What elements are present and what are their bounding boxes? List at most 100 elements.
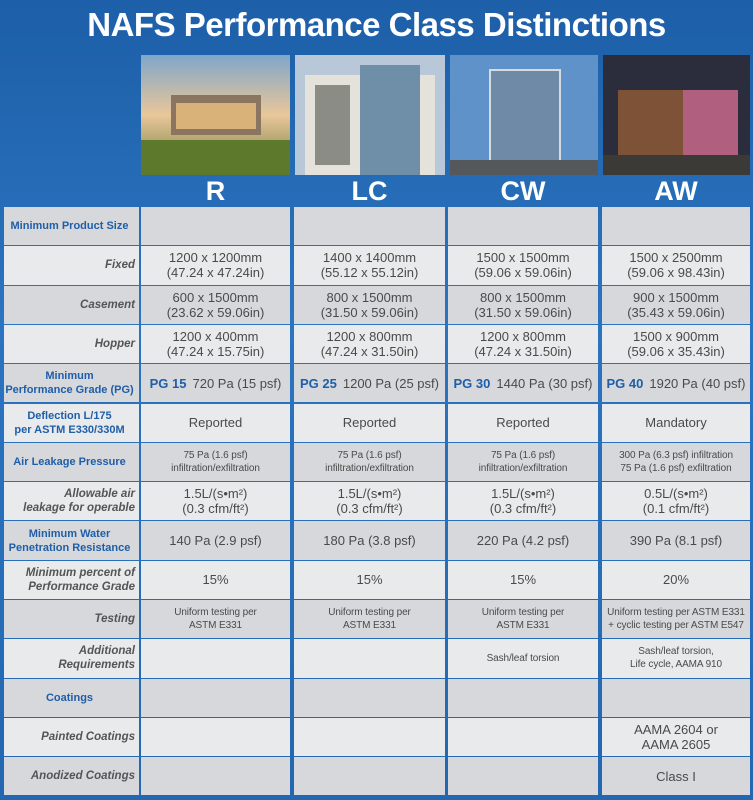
grade: PG 40 [606, 375, 644, 391]
table-cell: 1200 x 800mm (47.24 x 31.50in) [294, 324, 445, 364]
cell-line: AAMA 2604 or [634, 722, 718, 738]
table-cell: 220 Pa (4.2 psf) [448, 521, 598, 560]
cell-line: 1.5L/(s•m²) [491, 486, 555, 502]
label-line: leakage for operable [23, 502, 135, 515]
cell-line: (31.50 x 59.06in) [474, 304, 572, 320]
table-cell: Mandatory [602, 403, 750, 442]
table-cell: 900 x 1500mm (35.43 x 59.06in) [602, 285, 750, 324]
photo-architectural-window [603, 55, 750, 175]
cell-line: 1200 x 800mm [326, 329, 413, 345]
table-cell: Uniform testing per ASTM E331 [448, 600, 598, 639]
cell-line: 800 x 1500mm [480, 289, 566, 305]
cell-line: Sash/leaf torsion [486, 652, 560, 664]
table-cell [602, 207, 750, 246]
label-line: Minimum Water [28, 527, 111, 540]
row-label: Painted Coatings [4, 717, 139, 757]
table-cell [294, 757, 445, 796]
row-label: Air Leakage Pressure [4, 442, 139, 482]
table-cell: Uniform testing per ASTM E331 [294, 600, 445, 639]
cell-line: 900 x 1500mm [633, 289, 719, 305]
label-line: Deflection L/175 [27, 409, 112, 422]
cell-line: (47.24 x 31.50in) [474, 344, 572, 360]
table-cell: 300 Pa (6.3 psf) infiltration 75 Pa (1.6 … [602, 442, 750, 482]
label-line: Additional [78, 645, 135, 658]
grade-value: 1200 Pa (25 psf) [342, 375, 439, 391]
cell-line: Uniform testing per [174, 607, 257, 619]
table-cell: 1.5L/(s•m²) (0.3 cfm/ft²) [141, 482, 290, 521]
row-label: Additional Requirements [4, 639, 139, 678]
table-cell: PG 40 1920 Pa (40 psf) [602, 364, 750, 403]
table-cell: Sash/leaf torsion, Life cycle, AAMA 910 [602, 639, 750, 678]
photo-residential [141, 55, 290, 175]
cell-line: 600 x 1500mm [172, 289, 259, 305]
table-cell [448, 678, 598, 717]
cell-line: (23.62 x 59.06in) [166, 304, 265, 320]
table-cell: 1200 x 400mm (47.24 x 15.75in) [141, 324, 290, 364]
table-cell: 75 Pa (1.6 psf) infiltration/exfiltration [448, 442, 598, 482]
table-cell: 15% [141, 560, 290, 599]
cell-line: 75 Pa (1.6 psf) [337, 449, 402, 461]
table-cell: 390 Pa (8.1 psf) [602, 521, 750, 560]
grade: PG 25 [300, 375, 337, 391]
table-cell: PG 15 720 Pa (15 psf) [141, 364, 290, 403]
cell-line: (0.3 cfm/ft²) [336, 501, 403, 517]
cell-line: 1500 x 2500mm [629, 250, 723, 266]
row-label: Deflection L/175 per ASTM E330/330M [4, 403, 139, 442]
cell-line: Uniform testing per ASTM E331 [607, 607, 745, 619]
cell-line: Uniform testing per [328, 607, 411, 619]
cell-line: Class I [656, 768, 696, 784]
cell-line: (59.06 x 98.43in) [627, 265, 725, 281]
cell-line: 15% [202, 572, 229, 588]
row-label: Minimum Performance Grade (PG) [4, 364, 139, 403]
row-label: Minimum percent of Performance Grade [4, 560, 139, 599]
table-cell [294, 207, 445, 246]
table-cell [141, 639, 290, 678]
table-cell [448, 207, 598, 246]
table-cell: 180 Pa (3.8 psf) [294, 521, 445, 560]
label-line: per ASTM E330/330M [14, 423, 125, 436]
column-header: R [205, 176, 226, 206]
table-cell: 15% [448, 560, 598, 599]
cell-line: ASTM E331 [188, 620, 242, 632]
table-cell: 800 x 1500mm (31.50 x 59.06in) [294, 285, 445, 324]
label-line: Requirements [58, 659, 135, 672]
cell-line: 220 Pa (4.2 psf) [476, 533, 570, 549]
cell-line: 75 Pa (1.6 psf) [490, 449, 556, 461]
cell-line: 1200 x 1200mm [168, 250, 263, 266]
table-cell [141, 678, 290, 717]
cell-line: 15% [509, 572, 537, 588]
title: NAFS Performance Class Distinctions [87, 6, 666, 43]
cell-line: 140 Pa (2.9 psf) [169, 533, 262, 549]
table-cell: PG 30 1440 Pa (30 psf) [448, 364, 598, 403]
table-cell: Reported [294, 403, 445, 442]
cell-line: 20% [662, 572, 690, 588]
grade-value: 720 Pa (15 psf) [192, 375, 282, 391]
row-label: Testing [4, 600, 139, 639]
cell-line: Uniform testing per [481, 607, 565, 619]
table-cell [294, 678, 445, 717]
cell-line: 1200 x 800mm [480, 329, 566, 345]
table-cell [141, 757, 290, 796]
cell-line: PG 30 1440 Pa (30 psf) [454, 376, 593, 391]
table-cell: 75 Pa (1.6 psf) infiltration/exfiltration [141, 442, 290, 482]
column-header: LC [351, 176, 388, 206]
table-cell: 1200 x 1200mm (47.24 x 47.24in) [141, 246, 290, 285]
row-label: Minimum Water Penetration Resistance [4, 521, 139, 560]
table-cell [141, 207, 290, 246]
label-line: Air Leakage Pressure [13, 455, 126, 468]
label-line: Allowable air [64, 488, 135, 501]
table-cell: AAMA 2604 or AAMA 2605 [602, 717, 750, 757]
cell-line: Sash/leaf torsion, [638, 646, 714, 658]
cell-line: ASTM E331 [496, 620, 550, 632]
table-cell: Uniform testing per ASTM E331 [141, 600, 290, 639]
label-line: Casement [80, 298, 135, 311]
label-line: Performance Grade [28, 580, 135, 593]
cell-line: 1.5L/(s•m²) [183, 486, 248, 502]
cell-line: 15% [356, 572, 383, 588]
table-cell: 75 Pa (1.6 psf) infiltration/exfiltration [294, 442, 445, 482]
table-cell [141, 717, 290, 757]
column-header: CW [500, 176, 546, 206]
row-label: Fixed [4, 246, 139, 285]
label-line: Minimum percent of [25, 566, 135, 579]
